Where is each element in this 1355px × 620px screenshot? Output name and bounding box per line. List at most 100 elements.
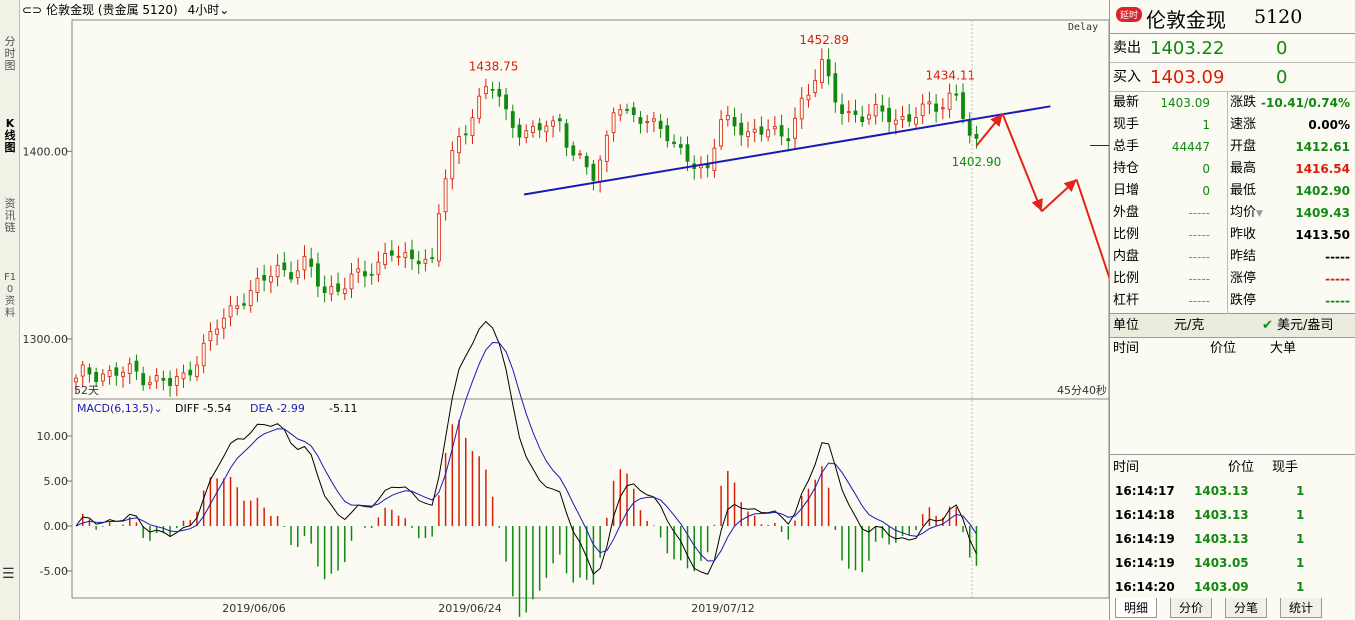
chart-canvas[interactable]: 1300.00 1400.00 1438.75 1452.89 1434.11 1402… xyxy=(0,0,1109,620)
stat-value: ----- xyxy=(1188,272,1210,286)
candle-body xyxy=(920,103,925,117)
candle-body xyxy=(652,118,656,122)
candle-body xyxy=(114,367,119,376)
tick-volume: 1 xyxy=(1296,556,1305,570)
bottom-tab[interactable]: 分笔 xyxy=(1225,598,1268,618)
candle-body xyxy=(853,110,858,115)
stat-label: 昨收 xyxy=(1230,227,1257,242)
period-select[interactable]: 4小时⌄ xyxy=(188,3,230,17)
sell-volume: 0 xyxy=(1276,38,1288,59)
candle-body xyxy=(100,373,105,382)
candle-body xyxy=(470,117,475,137)
candle-body xyxy=(739,122,744,136)
tab-news[interactable]: 资讯链 xyxy=(4,197,16,234)
stat-value: ----- xyxy=(1325,272,1350,286)
candle-body xyxy=(329,286,334,295)
candle-body xyxy=(94,371,99,383)
candle-body xyxy=(161,377,166,381)
candle-body xyxy=(947,92,952,110)
tick-list[interactable]: 16:14:17 1403.13 1 16:14:18 1403.13 1 16:14:19… xyxy=(1110,479,1355,599)
sell-label: 卖出 xyxy=(1113,40,1141,56)
forecast-arrow xyxy=(975,113,1004,147)
bottom-tab[interactable]: 明细 xyxy=(1115,598,1158,618)
stat-value: ----- xyxy=(1325,294,1350,308)
forecast-arrow xyxy=(1041,178,1078,213)
macd-tick-label: 10.00 xyxy=(37,430,69,443)
candle-body xyxy=(658,120,663,129)
bottom-tab[interactable]: 统计 xyxy=(1280,598,1323,618)
stat-value: 1412.61 xyxy=(1295,140,1350,154)
menu-icon[interactable]: ☰ xyxy=(2,566,15,582)
delay-tag: 延时 xyxy=(1116,7,1143,22)
candle-body xyxy=(268,275,273,283)
instrument-title[interactable]: 伦敦金现 (贵金属 5120) xyxy=(46,3,178,17)
stat-value: 0.00% xyxy=(1308,118,1350,132)
stat-value: 1 xyxy=(1202,118,1210,132)
candle-body xyxy=(356,268,361,273)
tick-time: 16:14:19 xyxy=(1115,532,1175,546)
stats-row: 比例 ----- 涨停 ----- xyxy=(1110,268,1355,290)
candle-body xyxy=(376,261,381,275)
candle-body xyxy=(154,375,159,382)
candle-body xyxy=(927,101,932,105)
unit-row: 单位 元/克 ✔ 美元/盎司 xyxy=(1110,314,1355,338)
candle-body xyxy=(396,255,401,258)
candle-body xyxy=(873,104,878,117)
check-icon: ✔ xyxy=(1262,318,1273,333)
candle-body xyxy=(107,370,112,377)
stat-label: 均价▼ xyxy=(1230,205,1263,220)
candle-body xyxy=(564,123,569,148)
bottom-tab[interactable]: 分价 xyxy=(1170,598,1213,618)
candle-body xyxy=(208,331,213,342)
candle-body xyxy=(598,159,603,182)
stat-label: 外盘 xyxy=(1113,205,1140,220)
tick-price: 1403.09 xyxy=(1194,580,1249,594)
stat-label: 涨停 xyxy=(1230,271,1257,286)
quote-header: 延时 伦敦金现 5120 xyxy=(1110,0,1355,34)
big-order-header: 时间 价位 大单 xyxy=(1110,338,1355,360)
candle-body xyxy=(954,93,959,96)
candle-body xyxy=(900,116,905,121)
tick-time: 16:14:19 xyxy=(1115,556,1175,570)
unit-option-ounce[interactable]: ✔ 美元/盎司 xyxy=(1262,314,1333,338)
tick-col-vol: 现手 xyxy=(1272,460,1299,475)
candle-body xyxy=(867,114,871,120)
tab-intraday[interactable]: 分时图 xyxy=(4,35,16,72)
candle-body xyxy=(450,150,455,180)
tick-price: 1403.13 xyxy=(1194,532,1249,546)
tab-kline[interactable]: K线图 xyxy=(4,117,16,154)
stats-row: 最新 1403.09 涨跌 -10.41/0.74% xyxy=(1110,92,1355,114)
unit-option-ounce-label: 美元/盎司 xyxy=(1277,318,1334,333)
big-col-time: 时间 xyxy=(1113,341,1140,356)
tab-f10[interactable]: F10资料 xyxy=(3,272,17,319)
candle-body xyxy=(974,133,979,139)
stats-grid: 最新 1403.09 涨跌 -10.41/0.74% 现手 1 速涨 0.00% 总手 44447… xyxy=(1110,92,1355,314)
candle-body xyxy=(578,153,582,156)
candle-body xyxy=(336,283,340,292)
candle-body xyxy=(584,155,589,168)
candle-body xyxy=(638,117,643,124)
candle-body xyxy=(295,270,300,279)
stat-label: 现手 xyxy=(1113,117,1140,132)
stats-row: 比例 ----- 昨收 1413.50 xyxy=(1110,224,1355,246)
unit-label: 单位 xyxy=(1113,318,1140,333)
stat-label: 内盘 xyxy=(1113,249,1140,264)
candle-body xyxy=(416,260,421,265)
candle-body xyxy=(631,107,636,116)
stat-label: 持仓 xyxy=(1113,161,1140,176)
quote-name: 伦敦金现 xyxy=(1146,8,1226,32)
candle-body xyxy=(383,253,388,265)
candle-body xyxy=(510,111,515,128)
candle-body xyxy=(282,262,287,271)
candle-body xyxy=(363,271,367,277)
candle-body xyxy=(786,138,791,142)
macd-tick-label: 5.00 xyxy=(44,475,69,488)
candle-body xyxy=(309,258,314,267)
left-tab-bar: 分时图 K线图 资讯链 F10资料 ☰ xyxy=(0,0,20,620)
tick-time: 16:14:18 xyxy=(1115,508,1175,522)
link-icon[interactable]: ⊂⊃ xyxy=(22,3,43,17)
macd-dea-label: DEA -2.99 xyxy=(250,402,305,415)
candle-body xyxy=(410,249,414,260)
stat-value: 0 xyxy=(1202,162,1210,176)
unit-option-gram[interactable]: 元/克 xyxy=(1174,318,1205,333)
